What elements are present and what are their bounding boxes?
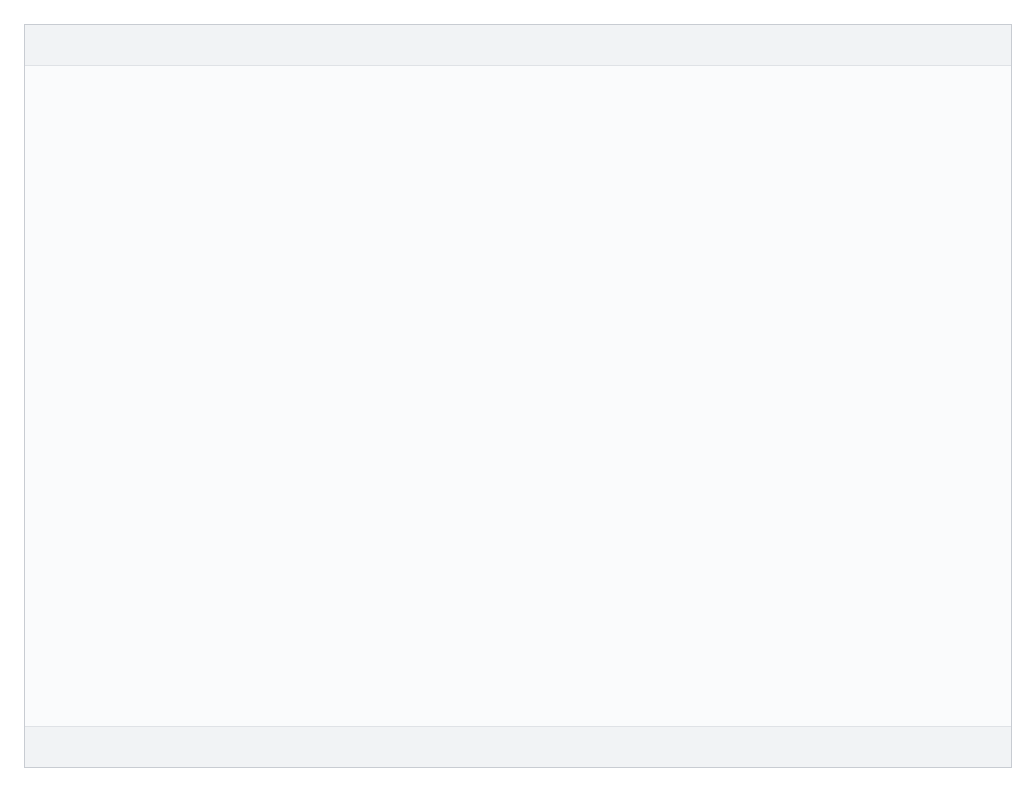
header-bar <box>25 25 1011 66</box>
content-area <box>25 65 1011 728</box>
frame <box>24 24 1012 768</box>
footer-bar <box>25 726 1011 767</box>
